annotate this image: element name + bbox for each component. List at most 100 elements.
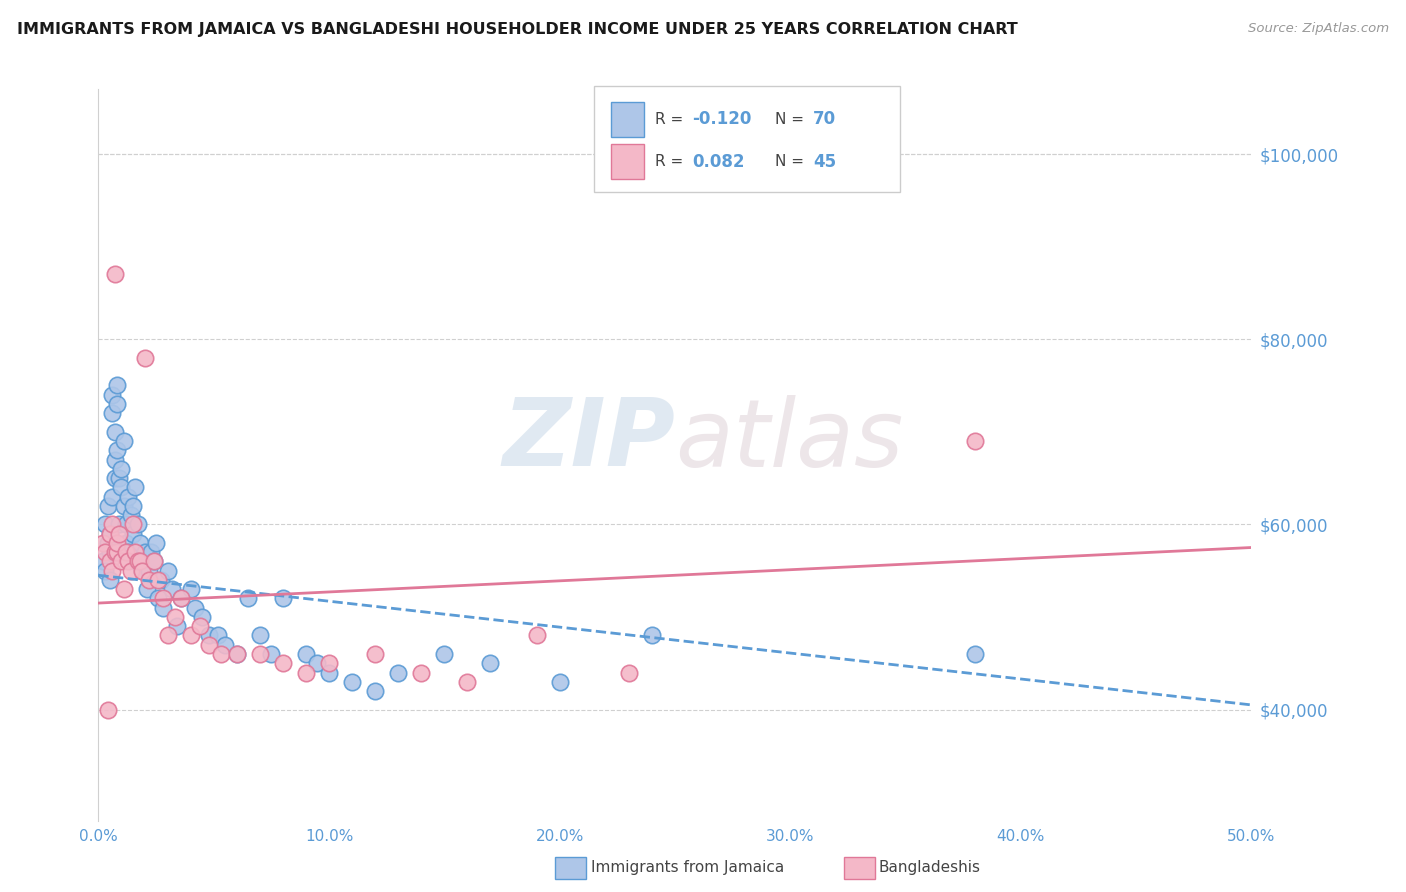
Point xyxy=(134,351,156,365)
Point xyxy=(138,573,160,587)
Point xyxy=(127,554,149,568)
Point xyxy=(142,554,165,568)
Point xyxy=(127,517,149,532)
Point xyxy=(295,647,318,661)
Text: Immigrants from Jamaica: Immigrants from Jamaica xyxy=(591,860,783,874)
Point xyxy=(97,702,120,716)
Point xyxy=(149,573,172,587)
Point xyxy=(364,684,387,698)
Point xyxy=(105,536,128,550)
Point xyxy=(124,554,146,568)
Text: -0.120: -0.120 xyxy=(692,111,752,128)
Point xyxy=(198,638,221,652)
Point xyxy=(163,610,186,624)
Point xyxy=(98,526,121,541)
Point xyxy=(91,536,114,550)
Point xyxy=(105,545,128,559)
Point xyxy=(105,397,128,411)
Text: 70: 70 xyxy=(813,111,837,128)
Point xyxy=(103,268,125,282)
Point xyxy=(101,490,124,504)
Point xyxy=(184,600,207,615)
Point xyxy=(249,628,271,642)
Point xyxy=(209,647,232,661)
Point xyxy=(131,564,153,578)
FancyBboxPatch shape xyxy=(595,86,900,192)
Point xyxy=(98,573,121,587)
Point xyxy=(340,674,363,689)
Point xyxy=(963,647,986,661)
Point xyxy=(411,665,433,680)
Point xyxy=(131,564,153,578)
Text: ZIP: ZIP xyxy=(502,394,675,486)
Point xyxy=(120,564,142,578)
Point xyxy=(142,554,165,568)
Point xyxy=(456,674,478,689)
Point xyxy=(526,628,548,642)
Text: 45: 45 xyxy=(813,153,837,170)
Point xyxy=(249,647,271,661)
Point xyxy=(134,545,156,559)
Text: N =: N = xyxy=(775,154,808,169)
Point xyxy=(98,554,121,568)
Point xyxy=(97,536,120,550)
Point xyxy=(112,582,135,597)
Point xyxy=(120,508,142,522)
Point xyxy=(364,647,387,661)
Point xyxy=(135,582,157,597)
Text: IMMIGRANTS FROM JAMAICA VS BANGLADESHI HOUSEHOLDER INCOME UNDER 25 YEARS CORRELA: IMMIGRANTS FROM JAMAICA VS BANGLADESHI H… xyxy=(17,22,1018,37)
Point xyxy=(207,628,229,642)
Point xyxy=(166,619,188,633)
Point xyxy=(145,536,167,550)
Point xyxy=(97,499,120,513)
Point xyxy=(188,619,211,633)
Point xyxy=(307,657,329,671)
Point xyxy=(105,443,128,458)
Point xyxy=(141,545,163,559)
Text: atlas: atlas xyxy=(675,395,903,486)
Point xyxy=(271,591,294,606)
Point xyxy=(94,545,117,559)
Point xyxy=(108,471,131,485)
Point xyxy=(108,517,131,532)
Point xyxy=(148,591,170,606)
Point xyxy=(117,545,139,559)
Point xyxy=(101,406,124,420)
FancyBboxPatch shape xyxy=(612,144,644,179)
Point xyxy=(101,564,124,578)
Point xyxy=(129,536,152,550)
Point xyxy=(433,647,456,661)
Text: R =: R = xyxy=(655,154,689,169)
Point xyxy=(103,471,125,485)
Point xyxy=(112,434,135,448)
Point xyxy=(225,647,247,661)
Point xyxy=(117,490,139,504)
Point xyxy=(479,657,502,671)
Text: 0.082: 0.082 xyxy=(692,153,745,170)
Point xyxy=(103,425,125,439)
Point xyxy=(152,600,174,615)
Point xyxy=(115,545,138,559)
Point xyxy=(129,554,152,568)
Point xyxy=(148,573,170,587)
Text: Bangladeshis: Bangladeshis xyxy=(879,860,981,874)
Text: Source: ZipAtlas.com: Source: ZipAtlas.com xyxy=(1249,22,1389,36)
Point xyxy=(617,665,640,680)
Point xyxy=(318,665,340,680)
Text: N =: N = xyxy=(775,112,808,127)
Point xyxy=(101,388,124,402)
Point xyxy=(103,452,125,467)
Point xyxy=(115,517,138,532)
Point xyxy=(180,628,202,642)
Point xyxy=(152,591,174,606)
Point xyxy=(198,628,221,642)
Point xyxy=(98,526,121,541)
Point xyxy=(318,657,340,671)
Point xyxy=(295,665,318,680)
Point xyxy=(170,591,193,606)
Point xyxy=(98,545,121,559)
Point xyxy=(101,517,124,532)
Point xyxy=(115,536,138,550)
Point xyxy=(122,526,145,541)
Point xyxy=(156,564,179,578)
